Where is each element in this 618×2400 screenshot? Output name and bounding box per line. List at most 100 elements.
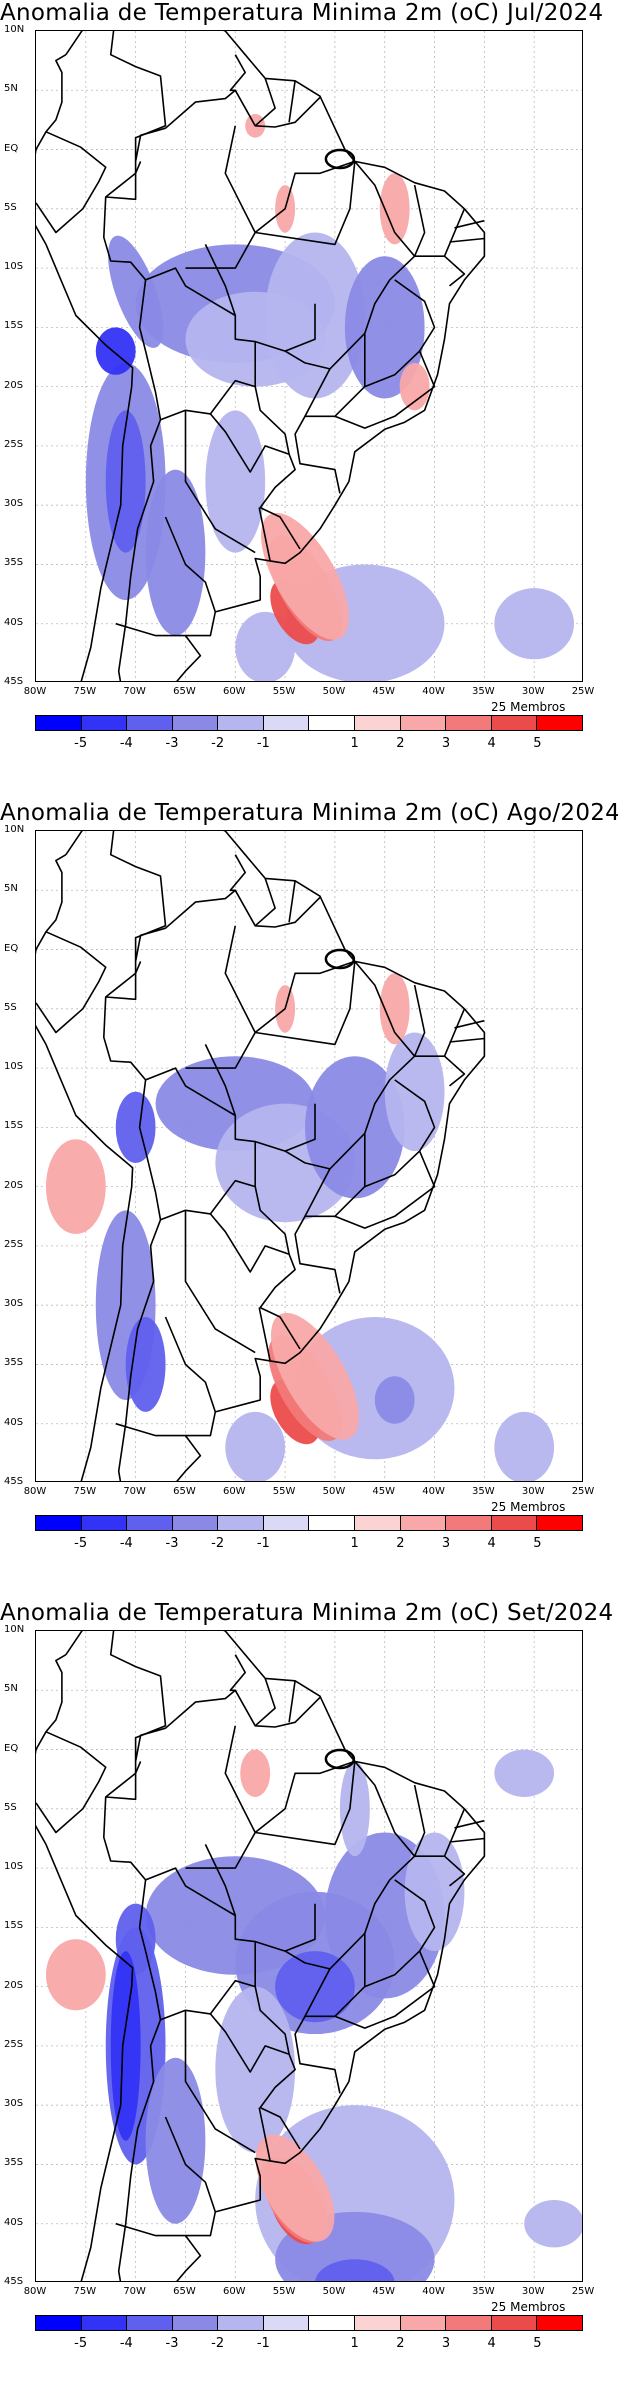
country-border xyxy=(105,89,321,201)
lat-label: 35S xyxy=(4,2157,24,2169)
lon-label: 30W xyxy=(521,686,545,697)
colorbar-label: 5 xyxy=(533,2336,542,2351)
country-border xyxy=(413,184,466,257)
country-border xyxy=(254,960,416,1170)
country-border xyxy=(454,1019,485,1029)
anomaly-contour xyxy=(524,2200,582,2248)
country-border xyxy=(284,1903,316,1952)
colorbar-label: 2 xyxy=(396,2336,405,2351)
lat-label: 25S xyxy=(4,1238,24,1250)
lat-label: 10S xyxy=(4,261,24,273)
colorbar-label: -1 xyxy=(256,736,270,751)
lat-label: 10N xyxy=(4,24,25,35)
colorbar-label: -4 xyxy=(119,1536,133,1551)
map-frame xyxy=(35,1630,583,2282)
country-border xyxy=(443,1855,466,1887)
colorbar-segment xyxy=(127,2316,173,2330)
lon-label: 70W xyxy=(123,686,146,697)
country-border xyxy=(103,1761,147,1881)
country-border xyxy=(254,1760,416,1970)
colorbar-label: 2 xyxy=(396,736,405,751)
country-border xyxy=(258,1307,271,1362)
lon-label: 70W xyxy=(123,2286,146,2297)
country-border xyxy=(164,1316,217,1413)
country-border xyxy=(229,54,246,92)
country-border xyxy=(288,80,296,123)
lon-label: 75W xyxy=(73,1486,97,1497)
country-border xyxy=(454,1819,485,1829)
coastline-west xyxy=(36,54,134,681)
colorbar-label: -2 xyxy=(211,1536,225,1551)
colorbar-segment xyxy=(309,2316,356,2330)
country-border xyxy=(164,516,217,613)
country-border xyxy=(36,931,107,1034)
country-border xyxy=(288,880,296,923)
anomaly-contour xyxy=(315,2259,395,2281)
country-border xyxy=(413,984,466,1057)
colorbar-segment xyxy=(400,2316,447,2330)
lat-label: 25S xyxy=(4,2038,24,2050)
country-border xyxy=(145,267,301,550)
country-border xyxy=(304,368,331,417)
anomaly-contour xyxy=(404,1832,465,1952)
anomaly-contour xyxy=(95,327,136,375)
colorbar-segment xyxy=(218,2316,264,2330)
country-border xyxy=(185,1725,256,1869)
colorbar-label: -2 xyxy=(211,736,225,751)
lon-label: 65W xyxy=(173,1486,196,1497)
anomaly-contour xyxy=(105,410,146,553)
country-border xyxy=(413,1784,466,1857)
map-canvas xyxy=(36,831,582,1481)
lon-label: 35W xyxy=(472,2286,495,2297)
colorbar-segment xyxy=(355,2316,401,2330)
anomaly-contour xyxy=(379,173,410,245)
lon-label: 80W xyxy=(23,1486,47,1497)
country-border xyxy=(449,237,485,243)
colorbar-label: -5 xyxy=(74,736,88,751)
lat-label: 30S xyxy=(4,1298,24,1310)
country-border xyxy=(254,78,276,127)
country-border xyxy=(103,961,147,1081)
country-border xyxy=(209,2013,290,2073)
colorbar-label: 3 xyxy=(441,2336,451,2351)
lat-label: 5S xyxy=(4,1801,17,1813)
colorbar-segment xyxy=(81,1516,128,1530)
lon-label: 30W xyxy=(521,2286,545,2297)
colorbar-segment xyxy=(36,1516,82,1530)
coastline xyxy=(65,31,486,681)
country-border xyxy=(109,831,167,962)
country-border xyxy=(204,1844,237,1916)
colorbar-segment xyxy=(446,716,492,730)
country-border xyxy=(294,1879,436,2094)
lat-label: 5N xyxy=(4,883,18,895)
lon-label: 50W xyxy=(322,2286,346,2297)
country-border xyxy=(185,125,256,269)
colorbar-label: 4 xyxy=(487,2336,496,2351)
colorbar-label: -3 xyxy=(165,736,179,751)
lon-label: 55W xyxy=(272,2286,296,2297)
colorbar-segment xyxy=(172,2316,219,2330)
country-border xyxy=(209,1213,290,1273)
lat-label: 5N xyxy=(4,83,18,95)
colorbar-label: 3 xyxy=(441,736,451,751)
lat-label: 20S xyxy=(4,1979,24,1991)
anomaly-contour xyxy=(45,1939,106,2011)
colorbar-segment xyxy=(172,1516,219,1530)
map-title: Anomalia de Temperatura Minima 2m (oC) J… xyxy=(0,0,604,26)
map-panel-set: Anomalia de Temperatura Minima 2m (oC) S… xyxy=(0,1600,618,2400)
colorbar-segment xyxy=(537,716,582,730)
colorbar xyxy=(35,1515,583,1531)
lon-label: 35W xyxy=(472,1486,495,1497)
country-border xyxy=(364,1950,421,1988)
lon-label: 25W xyxy=(571,686,595,697)
country-border xyxy=(258,507,271,562)
lat-label: 40S xyxy=(4,2216,24,2228)
lat-label: 30S xyxy=(4,2098,24,2110)
country-border xyxy=(36,1731,107,1834)
lon-label: 45W xyxy=(372,1486,396,1497)
colorbar-segment xyxy=(81,2316,128,2330)
country-border xyxy=(449,1037,485,1043)
country-border xyxy=(254,1678,276,1727)
lon-label: 50W xyxy=(322,686,346,697)
island-outline xyxy=(324,148,356,170)
